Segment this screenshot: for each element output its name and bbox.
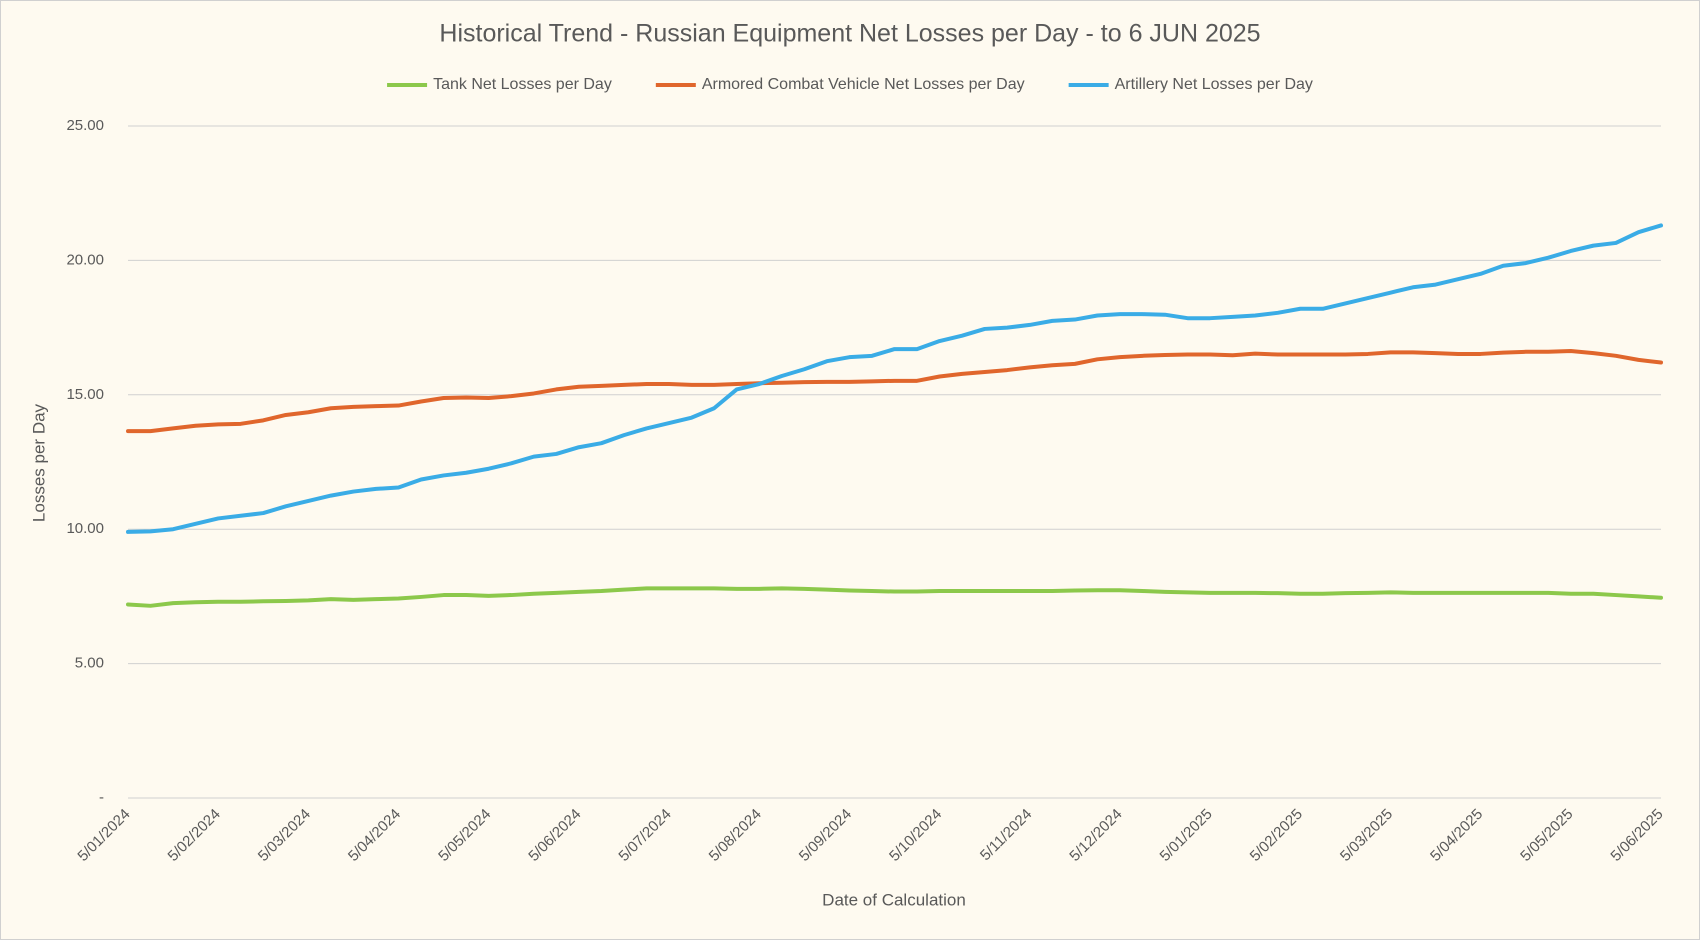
legend-item: Artillery Net Losses per Day [1068,76,1313,93]
y-tick-label: 20.00 [66,251,104,268]
y-tick-label: - [99,789,104,806]
y-axis-title: Losses per Day [29,403,48,522]
y-tick-label: 25.00 [66,117,104,134]
y-tick-label: 5.00 [75,655,104,672]
chart-title: Historical Trend - Russian Equipment Net… [439,20,1260,48]
legend: Tank Net Losses per Day Armored Combat Ve… [387,76,1313,93]
legend-item: Armored Combat Vehicle Net Losses per Da… [655,76,1025,93]
y-tick-label: 10.00 [66,520,104,537]
series-line [126,586,1663,608]
series-line [126,223,1663,534]
x-axis-title: Date of Calculation [822,890,966,909]
y-tick-label: 15.00 [66,386,104,403]
legend-item: Tank Net Losses per Day [387,76,612,93]
series-line [126,348,1663,434]
legend-label: Armored Combat Vehicle Net Losses per Da… [702,76,1025,93]
legend-label: Tank Net Losses per Day [433,76,612,93]
legend-label: Artillery Net Losses per Day [1115,76,1313,93]
